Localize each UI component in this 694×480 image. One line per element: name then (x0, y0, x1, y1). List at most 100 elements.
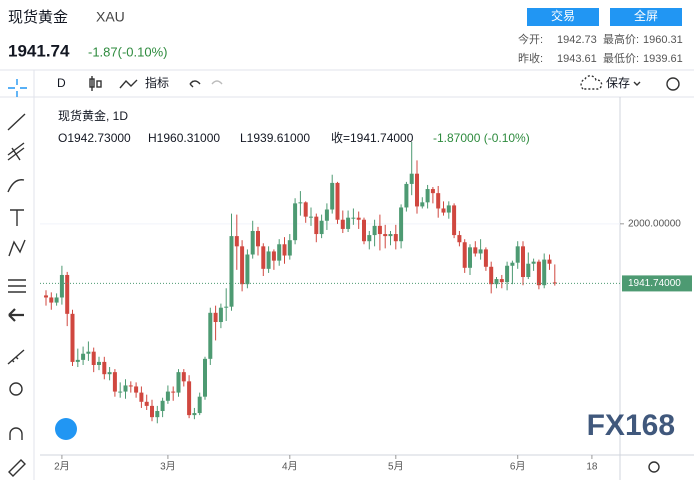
candle-body (430, 189, 435, 194)
cloud-icon[interactable] (580, 75, 603, 90)
indicator-icon[interactable] (119, 79, 138, 89)
stat-value: 1939.61 (643, 53, 683, 65)
legend: O1942.73000 H1960.31000 L1939.61000 收=1941.… (58, 131, 530, 145)
candle-body (44, 295, 48, 298)
candle-body (303, 202, 308, 217)
trade-label[interactable]: 交易 (551, 8, 575, 23)
candle-body (102, 361, 107, 375)
candle-body (372, 225, 377, 236)
stats: 今开: 1942.73 最高价: 1960.31 昨收: 1943.61 最低价: 1939.… (518, 32, 683, 65)
candle-body (462, 242, 467, 268)
trend-tool[interactable] (7, 113, 26, 131)
candle-body (436, 193, 441, 209)
candle-body (240, 246, 245, 285)
candle-body (287, 240, 292, 256)
candle-body (144, 401, 149, 406)
candle-body (420, 202, 425, 207)
stat-value: 1943.61 (557, 53, 597, 65)
candle-body (319, 220, 324, 235)
back-tool[interactable] (8, 308, 24, 322)
save-menu[interactable] (633, 81, 641, 86)
candle-body (510, 262, 515, 266)
fib-tool[interactable] (7, 142, 25, 161)
candle-body (473, 247, 478, 254)
candle-body (81, 353, 86, 360)
logo-badge (55, 418, 77, 440)
candle-body (234, 236, 239, 247)
redo[interactable] (211, 80, 223, 85)
indicators[interactable]: 指标 (145, 75, 169, 90)
candle-body (118, 391, 123, 393)
crosshair-tool[interactable] (8, 79, 27, 97)
candle-body (150, 405, 154, 418)
legend-low: L1939.61000 (240, 131, 310, 145)
candle-body (521, 246, 525, 278)
candle-body (139, 392, 144, 402)
left-toolbar (7, 79, 27, 477)
candle-body (542, 259, 547, 286)
candle-body (86, 351, 91, 354)
candle-body (340, 219, 345, 229)
magnet-tool[interactable] (9, 427, 23, 440)
change: -1.87(-0.10%) (88, 44, 167, 59)
stat-value: 1942.73 (557, 34, 597, 46)
stat-label: 今开: (518, 32, 543, 46)
candle-body (377, 225, 382, 235)
ruler-tool[interactable] (7, 349, 25, 365)
candle-body (197, 396, 202, 414)
text-tool[interactable] (10, 209, 24, 226)
candle-body (176, 372, 181, 393)
trade-button[interactable] (527, 8, 599, 26)
candle-body (203, 358, 207, 397)
candle-body (165, 391, 170, 401)
save[interactable]: 保存 (606, 76, 630, 90)
candle-body (107, 372, 112, 375)
candle-body (65, 274, 70, 314)
candle-body (309, 216, 313, 218)
candle-body (367, 235, 372, 242)
candle-body (97, 361, 101, 365)
legend-open: O1942.73000 (58, 131, 131, 145)
candle-body (468, 247, 472, 268)
stat-label: 昨收: (518, 51, 543, 65)
candle-body (415, 173, 419, 207)
candle-body (128, 385, 133, 387)
pattern-tool[interactable] (8, 239, 26, 257)
candle-body (134, 386, 139, 393)
y-tick-label: 2000.00000 (628, 218, 681, 229)
candle-body (181, 372, 186, 382)
settings[interactable] (666, 77, 680, 91)
price: 1941.74 (8, 41, 70, 60)
price-tag (622, 275, 692, 292)
candle-body (171, 391, 176, 393)
candle-body (489, 266, 494, 285)
candle-body (335, 182, 340, 220)
candle-body (123, 385, 128, 392)
fullscreen-button[interactable] (610, 8, 682, 26)
candle-body (399, 207, 404, 242)
stat-label: 最高价: (603, 32, 639, 46)
x-tick-label: 2月 (54, 461, 70, 473)
pencil-tool[interactable] (8, 459, 26, 477)
candle-body (536, 261, 541, 286)
stat-value: 1960.31 (643, 34, 683, 46)
candle-body (155, 411, 160, 418)
candle-body (256, 230, 260, 247)
candle-body (266, 251, 271, 269)
brush-tool[interactable] (7, 179, 25, 193)
undo[interactable] (189, 80, 201, 88)
axis-settings[interactable] (648, 461, 660, 473)
plot: 2000.00000 2月 3月 4月 5月 6月 18 1941.74000 (40, 141, 692, 473)
candle-body (552, 282, 557, 284)
candle-body (224, 306, 229, 308)
x-tick-label: 4月 (282, 461, 298, 473)
prediction-tool[interactable] (8, 279, 26, 293)
legend-name: 现货黄金, 1D (58, 108, 128, 123)
interval[interactable]: D (57, 76, 66, 90)
fullscreen-label[interactable]: 全屏 (634, 8, 658, 23)
candle-body (526, 263, 531, 278)
candle-body (499, 279, 504, 283)
candle-icon[interactable] (89, 76, 102, 91)
zoom-tool[interactable] (9, 382, 23, 396)
